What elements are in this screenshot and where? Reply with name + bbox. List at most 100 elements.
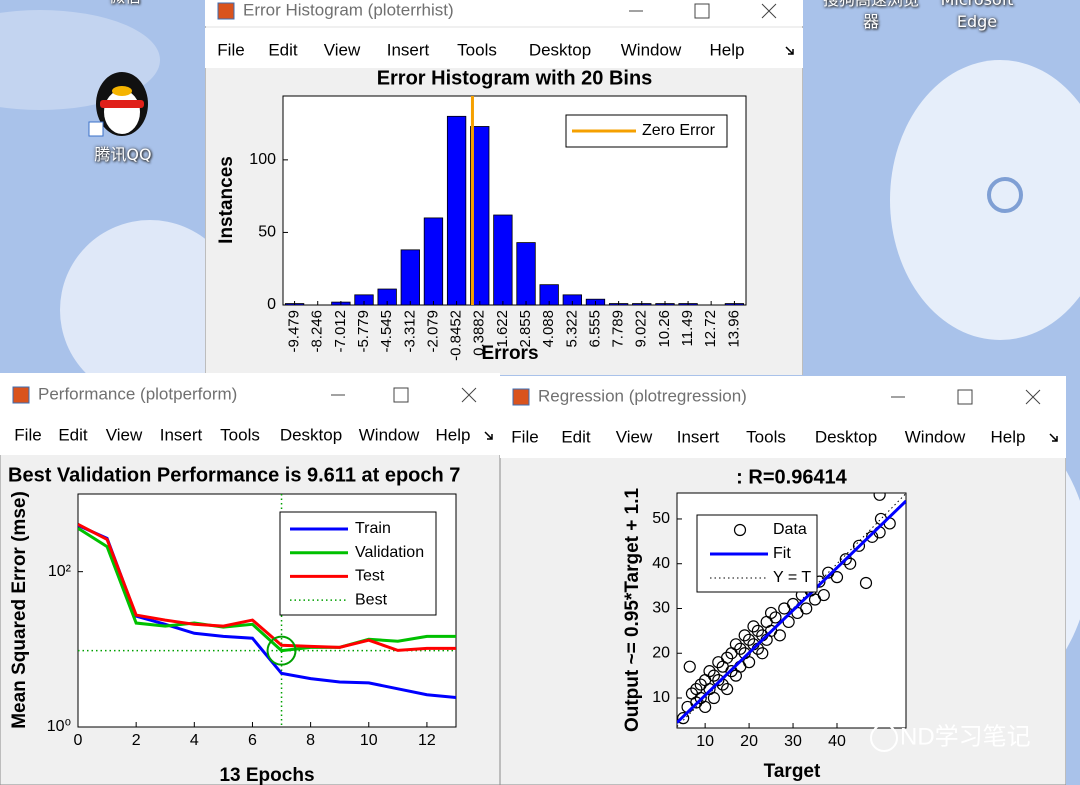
watermark: ND学习笔记 <box>870 723 1031 752</box>
x-tick-label: 6.555 <box>586 310 603 348</box>
y-tick-label: 10² <box>48 563 72 580</box>
figure: 10⁰ 10² 0 2 4 6 8 10 12 Train Validation Test Best Be… <box>8 464 460 785</box>
menu-item[interactable]: Help <box>436 425 471 444</box>
icon-label[interactable]: 微信 <box>75 0 175 8</box>
menu-item[interactable]: Tools <box>457 40 497 59</box>
title-bar <box>0 373 500 418</box>
legend-label: Train <box>355 520 391 537</box>
menu-item[interactable]: Desktop <box>280 425 342 444</box>
maximize-button[interactable] <box>957 389 973 405</box>
data-point <box>712 674 725 687</box>
y-tick-label: 10 <box>652 689 670 706</box>
data-point <box>683 660 696 673</box>
x-axis-label: Errors <box>481 343 538 364</box>
x-tick-label: 0.3882 <box>471 310 488 356</box>
legend-label: Zero Error <box>642 122 716 139</box>
x-tick-label: 7.789 <box>610 310 627 348</box>
data-point <box>859 576 873 590</box>
menu-item[interactable]: View <box>106 425 143 444</box>
window-title: Error Histogram (ploterrhist) <box>243 0 454 19</box>
x-tick-label: 9.022 <box>633 310 650 348</box>
data-point <box>830 571 844 584</box>
x-tick-label: 4 <box>190 732 199 749</box>
data-point <box>852 539 866 552</box>
menu-item[interactable]: Help <box>991 427 1026 446</box>
x-tick-label: 6 <box>248 732 257 749</box>
qq-icon[interactable] <box>88 72 148 137</box>
toolbar-arrow[interactable] <box>1049 433 1058 442</box>
icon-label[interactable]: 搜狗高速浏览器 <box>823 0 919 31</box>
menu-item[interactable]: Tools <box>746 427 786 446</box>
figure: 10 20 30 40 50 10 20 30 40 Data Fit Y = T: R=0.9641… <box>622 466 907 782</box>
menu-item[interactable]: View <box>324 40 361 59</box>
menu-item[interactable]: Desktop <box>529 40 591 59</box>
data-point <box>751 624 764 637</box>
x-tick-label: 10.26 <box>656 310 673 348</box>
series-line <box>78 522 456 652</box>
y-tick-label: 50 <box>652 510 670 527</box>
icon-label[interactable]: 腾讯QQ <box>94 145 152 164</box>
menu-item[interactable]: File <box>14 425 41 444</box>
icon-label[interactable]: Microsoft Edge <box>941 0 1014 31</box>
legend-label: Best <box>355 591 388 608</box>
x-tick-label: 20 <box>740 733 758 750</box>
series-line <box>78 527 456 653</box>
maximize-button[interactable] <box>393 387 409 403</box>
histogram-bar <box>493 214 513 306</box>
chart-title: Error Histogram with 20 Bins <box>377 67 653 89</box>
x-tick-label: -9.479 <box>286 310 303 353</box>
x-tick-label: 12 <box>418 732 436 749</box>
y-tick-label: 0 <box>267 296 276 313</box>
menu-bar <box>500 414 1066 458</box>
close-button[interactable] <box>1025 389 1041 405</box>
data-point <box>699 700 712 714</box>
x-tick-label: -4.545 <box>378 310 395 353</box>
plot-marks <box>677 493 906 728</box>
data-point <box>721 651 734 664</box>
x-tick-label: 10 <box>360 732 378 749</box>
menu-bar <box>0 412 500 455</box>
x-tick-label: 40 <box>828 733 846 750</box>
menu-item[interactable]: Insert <box>160 425 203 444</box>
menu-item[interactable]: Insert <box>677 427 720 446</box>
legend-label: Y = T <box>773 569 811 586</box>
data-point <box>742 656 756 669</box>
x-tick-label: 10 <box>696 733 714 750</box>
menu-item[interactable]: Insert <box>387 40 430 59</box>
window-title: Regression (plotregression) <box>538 386 747 405</box>
x-tick-label: 12.72 <box>702 310 719 348</box>
close-button[interactable] <box>461 387 477 403</box>
menu-item[interactable]: Window <box>905 427 966 446</box>
data-point <box>703 665 716 678</box>
menu-item[interactable]: Help <box>710 40 745 59</box>
menu-item[interactable]: Window <box>359 425 420 444</box>
toolbar-arrow[interactable] <box>484 431 493 440</box>
wallpaper-blob <box>890 60 1080 340</box>
histogram-bar <box>516 242 536 306</box>
menu-item[interactable]: File <box>511 427 538 446</box>
data-point <box>844 557 857 570</box>
x-tick-label: -7.012 <box>332 310 349 353</box>
data-point <box>773 629 786 642</box>
data-point <box>677 712 690 725</box>
menu-item[interactable]: Edit <box>58 425 88 444</box>
close-button[interactable] <box>761 3 777 19</box>
x-tick-label: -5.779 <box>355 310 372 353</box>
menu-item[interactable]: Window <box>621 40 682 59</box>
menu-item[interactable]: Tools <box>220 425 260 444</box>
toolbar-arrow[interactable] <box>785 46 794 55</box>
menu-item[interactable]: Edit <box>561 427 591 446</box>
legend-label: Test <box>355 568 385 585</box>
y-tick-label: 100 <box>249 151 276 168</box>
maximize-button[interactable] <box>694 3 710 19</box>
menu-item[interactable]: Edit <box>268 40 298 59</box>
menu-item[interactable]: View <box>616 427 653 446</box>
watermark-text: ND学习笔记 <box>900 723 1031 750</box>
y-axis-label: Mean Squared Error (mse) <box>9 491 30 729</box>
menu-item[interactable]: File <box>217 40 244 59</box>
chart-title: : R=0.96414 <box>736 466 848 488</box>
menu-item[interactable]: Desktop <box>815 427 877 446</box>
legend-label: Data <box>773 521 807 538</box>
